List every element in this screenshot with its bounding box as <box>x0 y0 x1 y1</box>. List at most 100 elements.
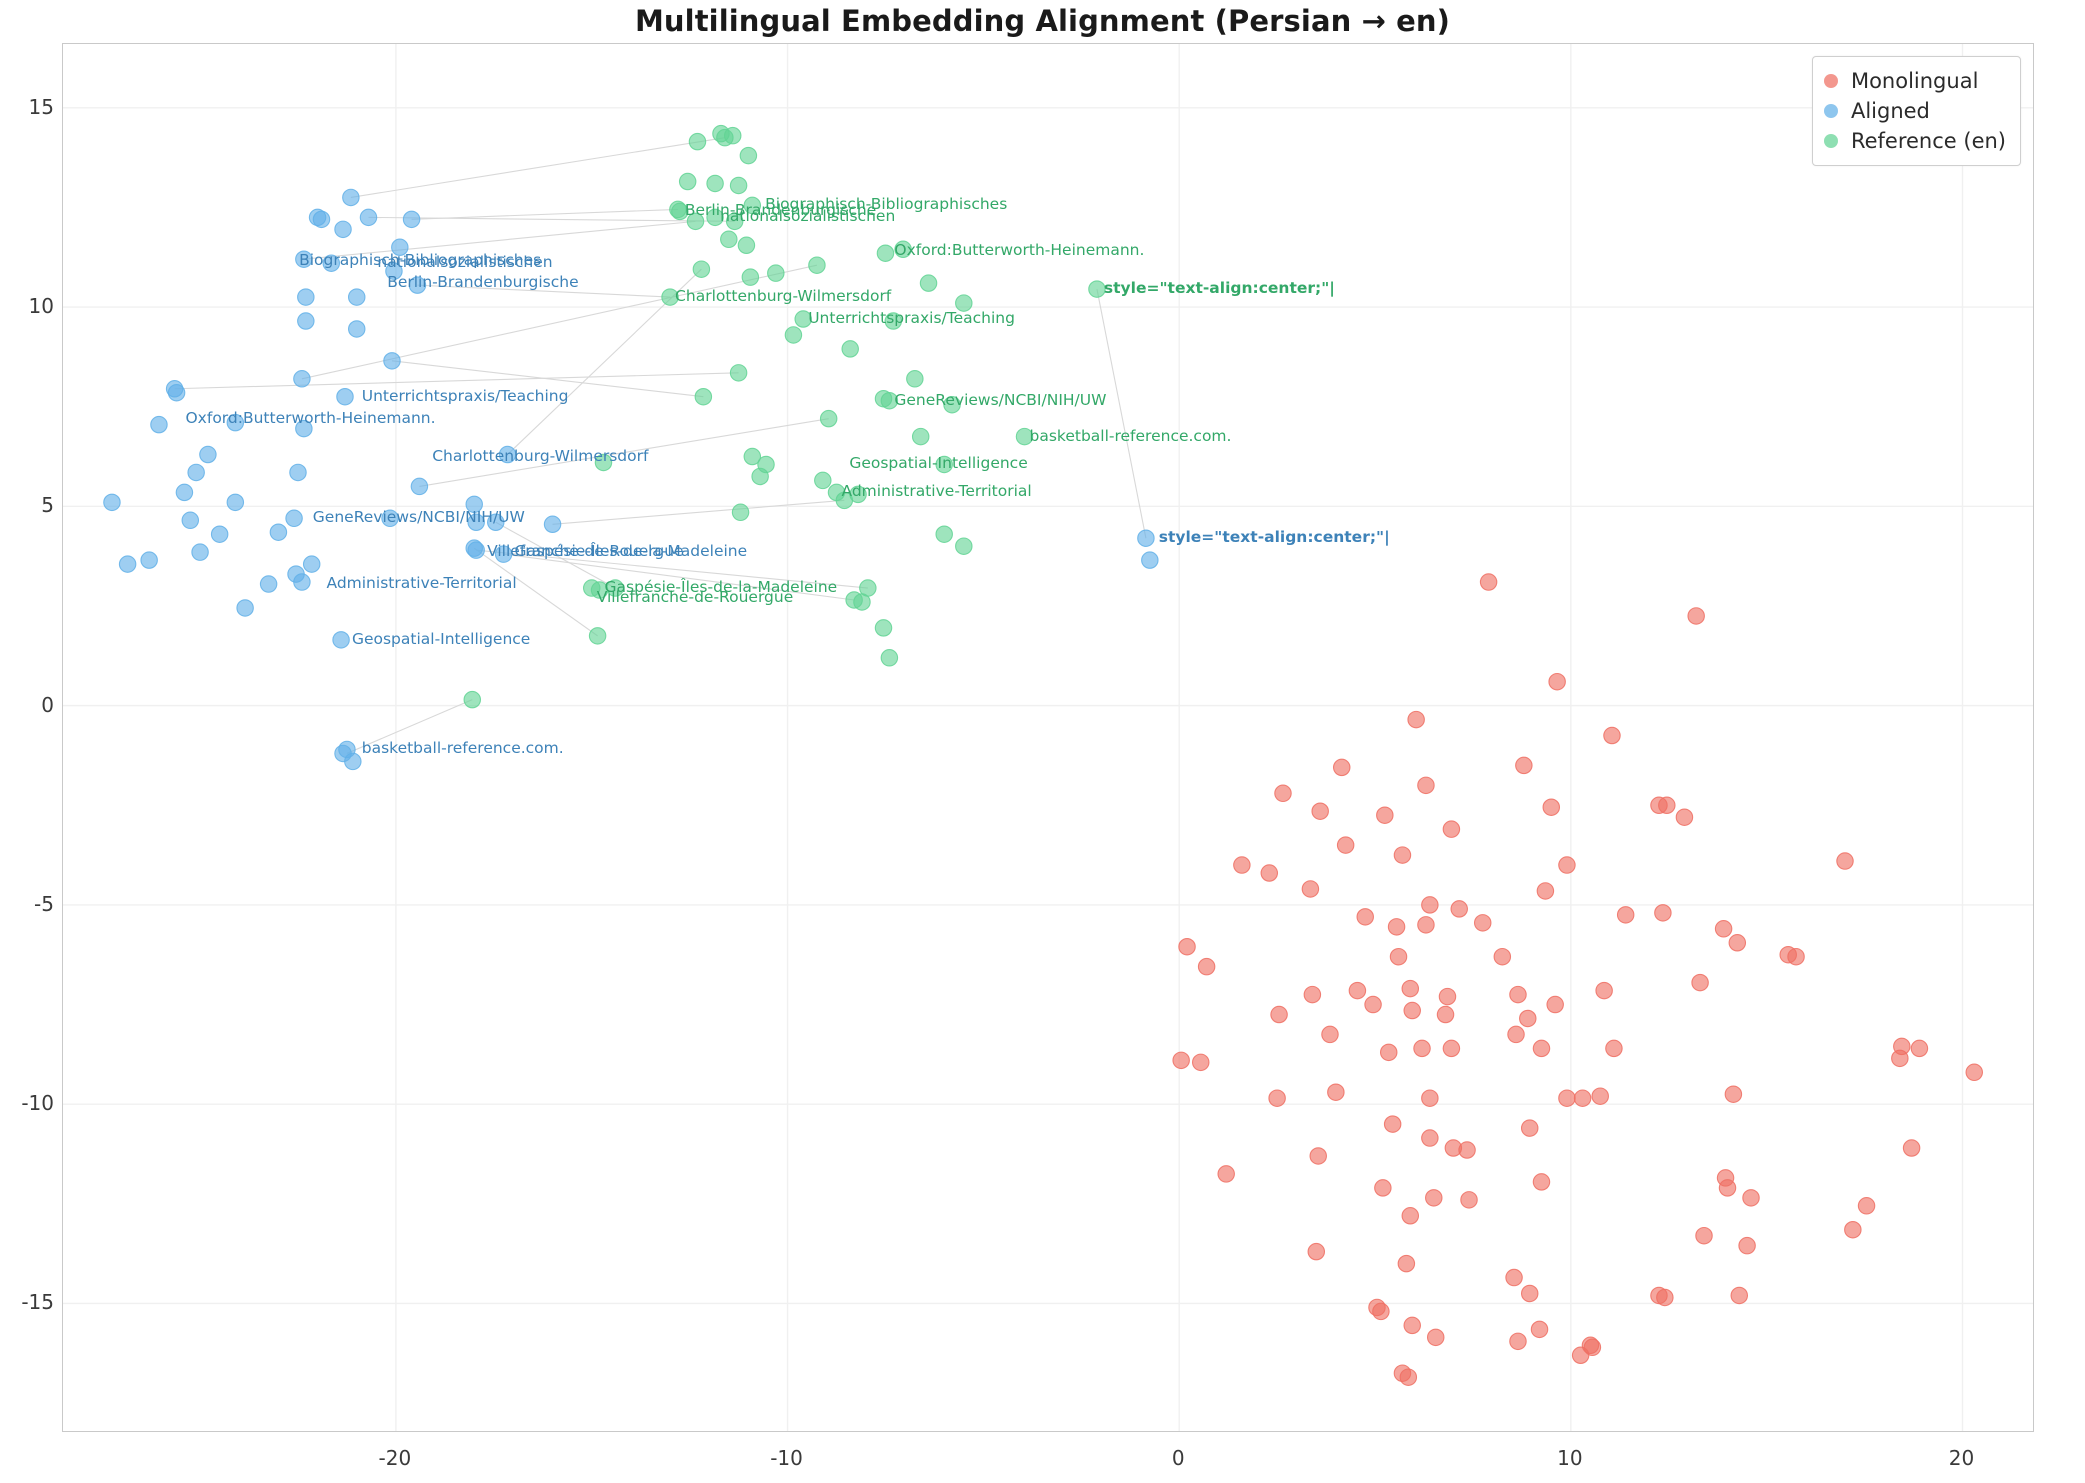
data-point <box>1307 1242 1326 1261</box>
data-point <box>819 409 838 428</box>
data-point <box>1401 979 1420 998</box>
data-point <box>835 491 854 510</box>
data-point <box>1438 987 1457 1006</box>
data-point <box>1426 1328 1445 1347</box>
data-point <box>1718 1179 1737 1197</box>
data-point <box>671 202 689 221</box>
data-point <box>1902 1139 1921 1157</box>
gridlines <box>63 44 2033 1431</box>
data-point <box>1217 1165 1235 1183</box>
data-point <box>1654 904 1672 922</box>
data-point <box>935 525 953 543</box>
data-point <box>729 176 748 195</box>
data-point <box>1591 1087 1609 1105</box>
data-point <box>1399 1368 1418 1386</box>
data-point <box>347 288 366 306</box>
data-point <box>1421 1129 1439 1147</box>
data-point <box>1605 1039 1623 1058</box>
x-tick-label: -10 <box>770 1446 803 1470</box>
data-point <box>784 326 803 344</box>
data-point <box>706 208 724 227</box>
data-point <box>1274 784 1292 803</box>
data-point <box>334 220 352 239</box>
data-point <box>236 599 254 617</box>
data-point <box>1348 981 1367 1000</box>
data-point <box>1442 820 1461 838</box>
data-point <box>1442 1039 1461 1058</box>
data-point <box>1742 1189 1760 1207</box>
data-point <box>1603 726 1621 745</box>
data-point <box>1573 1089 1592 1107</box>
legend-label: Monolingual <box>1850 69 1979 93</box>
data-point <box>594 453 613 472</box>
data-point <box>467 541 485 559</box>
data-point <box>175 483 194 502</box>
data-point <box>322 254 341 272</box>
data-point <box>894 240 912 259</box>
data-point <box>302 555 321 573</box>
data-point <box>1336 836 1355 854</box>
chart-legend[interactable]: Monolingual Aligned Reference (en) <box>1811 56 2021 166</box>
page-title: Multilingual Embedding Alignment (Persia… <box>634 4 1451 38</box>
data-point <box>1364 995 1382 1014</box>
series-monolingual <box>1172 573 1984 1386</box>
data-point <box>1141 551 1159 569</box>
data-point <box>1309 1147 1327 1165</box>
data-point <box>1403 1316 1421 1335</box>
data-point <box>737 236 756 255</box>
data-point <box>1595 981 1613 1000</box>
data-point <box>1520 1284 1539 1303</box>
data-point <box>1374 1179 1392 1197</box>
data-point <box>1458 1141 1476 1159</box>
data-point <box>1738 1236 1756 1255</box>
data-point <box>911 427 930 446</box>
data-point <box>661 288 679 306</box>
data-point <box>1270 1005 1288 1024</box>
data-point <box>297 312 315 330</box>
data-point <box>293 573 311 591</box>
data-point <box>1857 1197 1876 1215</box>
data-point <box>297 288 315 306</box>
data-point <box>1728 934 1747 952</box>
data-point <box>408 276 427 294</box>
data-point <box>943 395 961 414</box>
data-point <box>269 523 288 541</box>
data-point <box>140 551 158 569</box>
data-point <box>226 413 245 432</box>
data-point <box>906 370 924 388</box>
data-point <box>1301 880 1320 898</box>
data-point <box>741 268 760 286</box>
data-point <box>1844 1220 1862 1239</box>
data-point <box>590 581 609 599</box>
data-point <box>955 294 973 312</box>
data-point <box>919 274 938 292</box>
data-point <box>118 555 137 573</box>
data-point <box>767 264 785 282</box>
data-point <box>312 210 331 229</box>
data-point <box>1730 1286 1749 1305</box>
data-point <box>743 196 762 215</box>
legend-swatch-icon <box>1823 104 1838 118</box>
x-tick-label: 10 <box>1557 1446 1583 1470</box>
data-point <box>794 310 812 328</box>
legend-label: Reference (en) <box>1850 129 2006 153</box>
data-point <box>1493 947 1512 966</box>
y-tick-label: 5 <box>41 493 54 518</box>
data-point <box>606 579 624 597</box>
data-point <box>1397 1254 1416 1273</box>
data-point <box>1532 1039 1551 1058</box>
data-point <box>588 627 607 645</box>
data-point <box>1695 1226 1713 1245</box>
data-point <box>150 415 168 434</box>
data-point <box>1687 607 1705 625</box>
data-point <box>1787 947 1805 966</box>
data-point <box>465 495 483 514</box>
legend-item-monolingual[interactable]: Monolingual <box>1823 66 2006 96</box>
legend-swatch-icon <box>1823 74 1838 88</box>
legend-item-reference-en-[interactable]: Reference (en) <box>1823 126 2006 156</box>
data-point <box>880 649 899 667</box>
data-point <box>1509 1332 1527 1351</box>
data-point <box>706 174 724 193</box>
data-point <box>1417 916 1435 934</box>
legend-item-aligned[interactable]: Aligned <box>1823 96 2006 126</box>
